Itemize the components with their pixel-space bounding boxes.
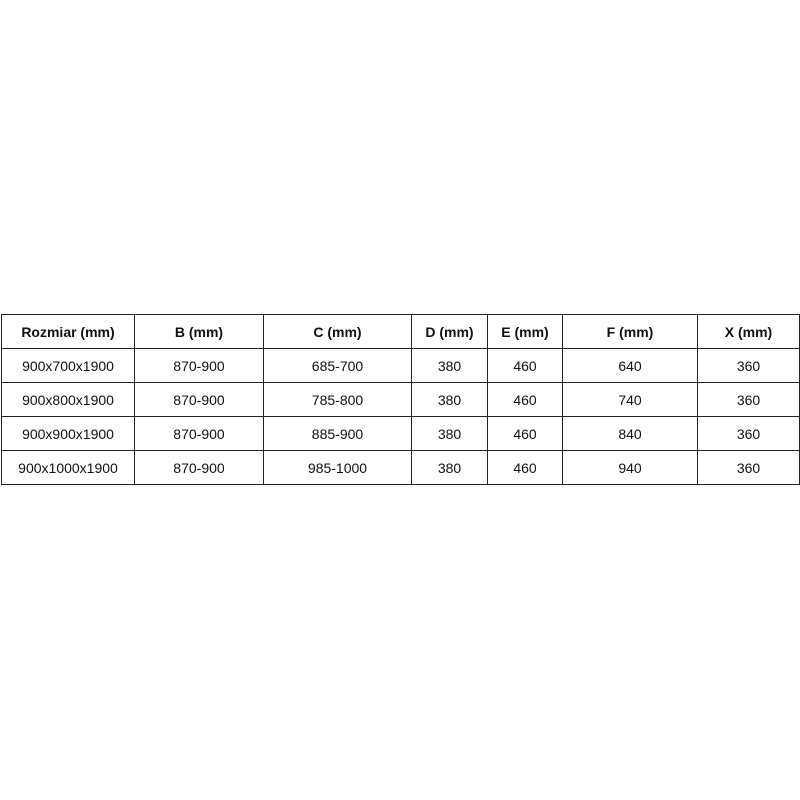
table-cell: 870-900 <box>134 348 264 383</box>
table-cell: 460 <box>487 450 563 485</box>
table-cell: 840 <box>562 416 698 451</box>
table-cell: 870-900 <box>134 416 264 451</box>
table-cell: 985-1000 <box>263 450 412 485</box>
header-cell: C (mm) <box>263 314 412 349</box>
table-cell: 380 <box>411 382 488 417</box>
table-cell: 785-800 <box>263 382 412 417</box>
table-cell: 460 <box>487 348 563 383</box>
header-cell: B (mm) <box>134 314 264 349</box>
table-row: 900x1000x1900 870-900 985-1000 380 460 940 360 <box>1 450 800 485</box>
table-cell: 885-900 <box>263 416 412 451</box>
header-cell: D (mm) <box>411 314 488 349</box>
table-cell: 640 <box>562 348 698 383</box>
table-cell: 900x800x1900 <box>1 382 135 417</box>
table-cell: 360 <box>697 416 800 451</box>
table-cell: 360 <box>697 382 800 417</box>
table-cell: 460 <box>487 382 563 417</box>
table-cell: 900x900x1900 <box>1 416 135 451</box>
table-cell: 940 <box>562 450 698 485</box>
header-cell: Rozmiar (mm) <box>1 314 135 349</box>
table-cell: 360 <box>697 348 800 383</box>
header-row: Rozmiar (mm) B (mm) C (mm) D (mm) E (mm)… <box>1 314 800 349</box>
table-cell: 685-700 <box>263 348 412 383</box>
table-cell: 380 <box>411 348 488 383</box>
table-cell: 900x700x1900 <box>1 348 135 383</box>
table-cell: 870-900 <box>134 450 264 485</box>
table-row: 900x700x1900 870-900 685-700 380 460 640 360 <box>1 348 800 383</box>
table-cell: 380 <box>411 416 488 451</box>
table-row: 900x800x1900 870-900 785-800 380 460 740 360 <box>1 382 800 417</box>
table-cell: 460 <box>487 416 563 451</box>
table-cell: 870-900 <box>134 382 264 417</box>
header-cell: F (mm) <box>562 314 698 349</box>
header-cell: X (mm) <box>697 314 800 349</box>
table-cell: 740 <box>562 382 698 417</box>
dimensions-table: Rozmiar (mm) B (mm) C (mm) D (mm) E (mm)… <box>1 314 800 485</box>
table-cell: 360 <box>697 450 800 485</box>
table-cell: 380 <box>411 450 488 485</box>
header-cell: E (mm) <box>487 314 563 349</box>
table-row: 900x900x1900 870-900 885-900 380 460 840 360 <box>1 416 800 451</box>
table-cell: 900x1000x1900 <box>1 450 135 485</box>
